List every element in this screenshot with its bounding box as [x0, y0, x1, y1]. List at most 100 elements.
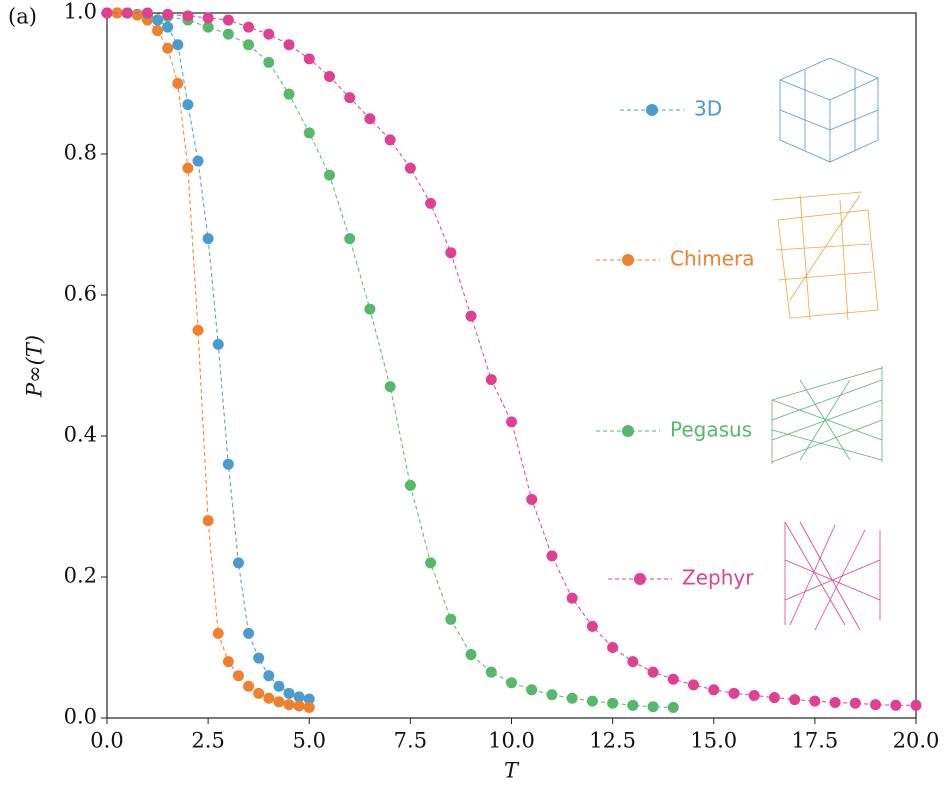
x-tick-label: 20.0	[893, 729, 940, 753]
x-tick-label: 5.0	[293, 729, 326, 753]
data-point	[364, 303, 376, 315]
data-point	[323, 169, 335, 181]
icon-zephyr	[784, 521, 881, 631]
data-point	[131, 9, 143, 21]
data-point	[192, 324, 204, 336]
data-point	[283, 699, 295, 711]
legend-marker	[622, 425, 634, 437]
data-point	[192, 155, 204, 167]
data-point	[222, 28, 234, 40]
panel-label: (a)	[8, 5, 37, 29]
y-tick-label: 0.4	[64, 423, 97, 447]
data-point	[425, 557, 437, 569]
data-point	[243, 39, 255, 51]
data-point	[849, 697, 861, 709]
y-tick-label: 0.2	[64, 564, 97, 588]
data-point	[202, 515, 214, 527]
data-point	[526, 493, 538, 505]
data-point	[627, 699, 639, 711]
data-point	[404, 479, 416, 491]
x-tick-label: 10.0	[488, 729, 535, 753]
icon-3d	[779, 57, 879, 163]
data-point	[647, 701, 659, 713]
data-point	[152, 14, 164, 26]
x-tick-label: 15.0	[690, 729, 737, 753]
legend-label: 3D	[694, 97, 722, 121]
data-point	[303, 53, 315, 65]
data-point	[688, 679, 700, 691]
x-tick-label: 7.5	[394, 729, 427, 753]
data-point	[465, 310, 477, 322]
data-point	[829, 696, 841, 708]
data-point	[607, 697, 619, 709]
data-point	[263, 28, 275, 40]
data-point	[222, 14, 234, 26]
legend-label: Zephyr	[682, 566, 754, 590]
data-point	[667, 673, 679, 685]
data-point	[303, 701, 315, 713]
data-point	[243, 680, 255, 692]
legend-marker	[646, 104, 658, 116]
data-point	[344, 92, 356, 104]
legend-marker	[622, 254, 634, 266]
icon-chimera	[771, 191, 879, 321]
data-point	[283, 687, 295, 699]
data-point	[253, 652, 265, 664]
data-point	[263, 56, 275, 68]
y-tick-label: 1.0	[64, 0, 97, 24]
series-line	[107, 12, 310, 708]
data-point	[202, 21, 214, 33]
plot-frame	[106, 12, 917, 719]
data-point	[728, 687, 740, 699]
data-point	[506, 416, 517, 428]
data-point	[870, 699, 882, 711]
data-point	[607, 642, 619, 653]
data-point	[162, 8, 174, 20]
data-point	[212, 627, 224, 639]
data-point	[121, 7, 133, 19]
x-tick-label: 12.5	[589, 729, 636, 753]
network-icons	[771, 57, 883, 631]
data-point	[172, 39, 184, 51]
series-line	[107, 12, 916, 706]
x-tick-label: 0.0	[90, 729, 123, 753]
data-point	[202, 12, 214, 24]
data-point	[101, 7, 113, 19]
data-point	[809, 695, 821, 707]
data-point	[526, 684, 538, 696]
data-point	[263, 692, 275, 704]
series-line	[107, 12, 310, 700]
y-tick-label: 0.6	[64, 282, 97, 306]
data-point	[273, 696, 285, 708]
legend-label: Pegasus	[670, 418, 752, 442]
data-point	[789, 694, 801, 706]
data-point	[222, 458, 234, 470]
data-point	[344, 233, 356, 245]
data-point	[890, 699, 902, 711]
data-point	[323, 70, 335, 82]
series-line	[107, 12, 674, 708]
data-point	[647, 666, 659, 678]
data-point	[172, 78, 184, 89]
data-point	[384, 134, 396, 146]
data-point	[425, 197, 437, 209]
icon-pegasus	[771, 366, 883, 464]
data-point	[627, 656, 639, 668]
data-point	[748, 689, 760, 701]
data-point	[162, 21, 174, 33]
data-point	[232, 557, 244, 569]
legend-marker	[634, 573, 646, 585]
data-point	[546, 550, 558, 562]
x-axis-label: T	[504, 759, 520, 783]
data-point	[212, 338, 224, 350]
data-point	[546, 689, 558, 701]
data-point	[202, 233, 214, 245]
data-point	[465, 649, 477, 661]
data-point	[910, 699, 922, 711]
data-point	[364, 113, 376, 125]
data-point	[485, 666, 497, 678]
y-tick-label: 0.8	[64, 141, 97, 165]
data-point	[768, 692, 780, 704]
